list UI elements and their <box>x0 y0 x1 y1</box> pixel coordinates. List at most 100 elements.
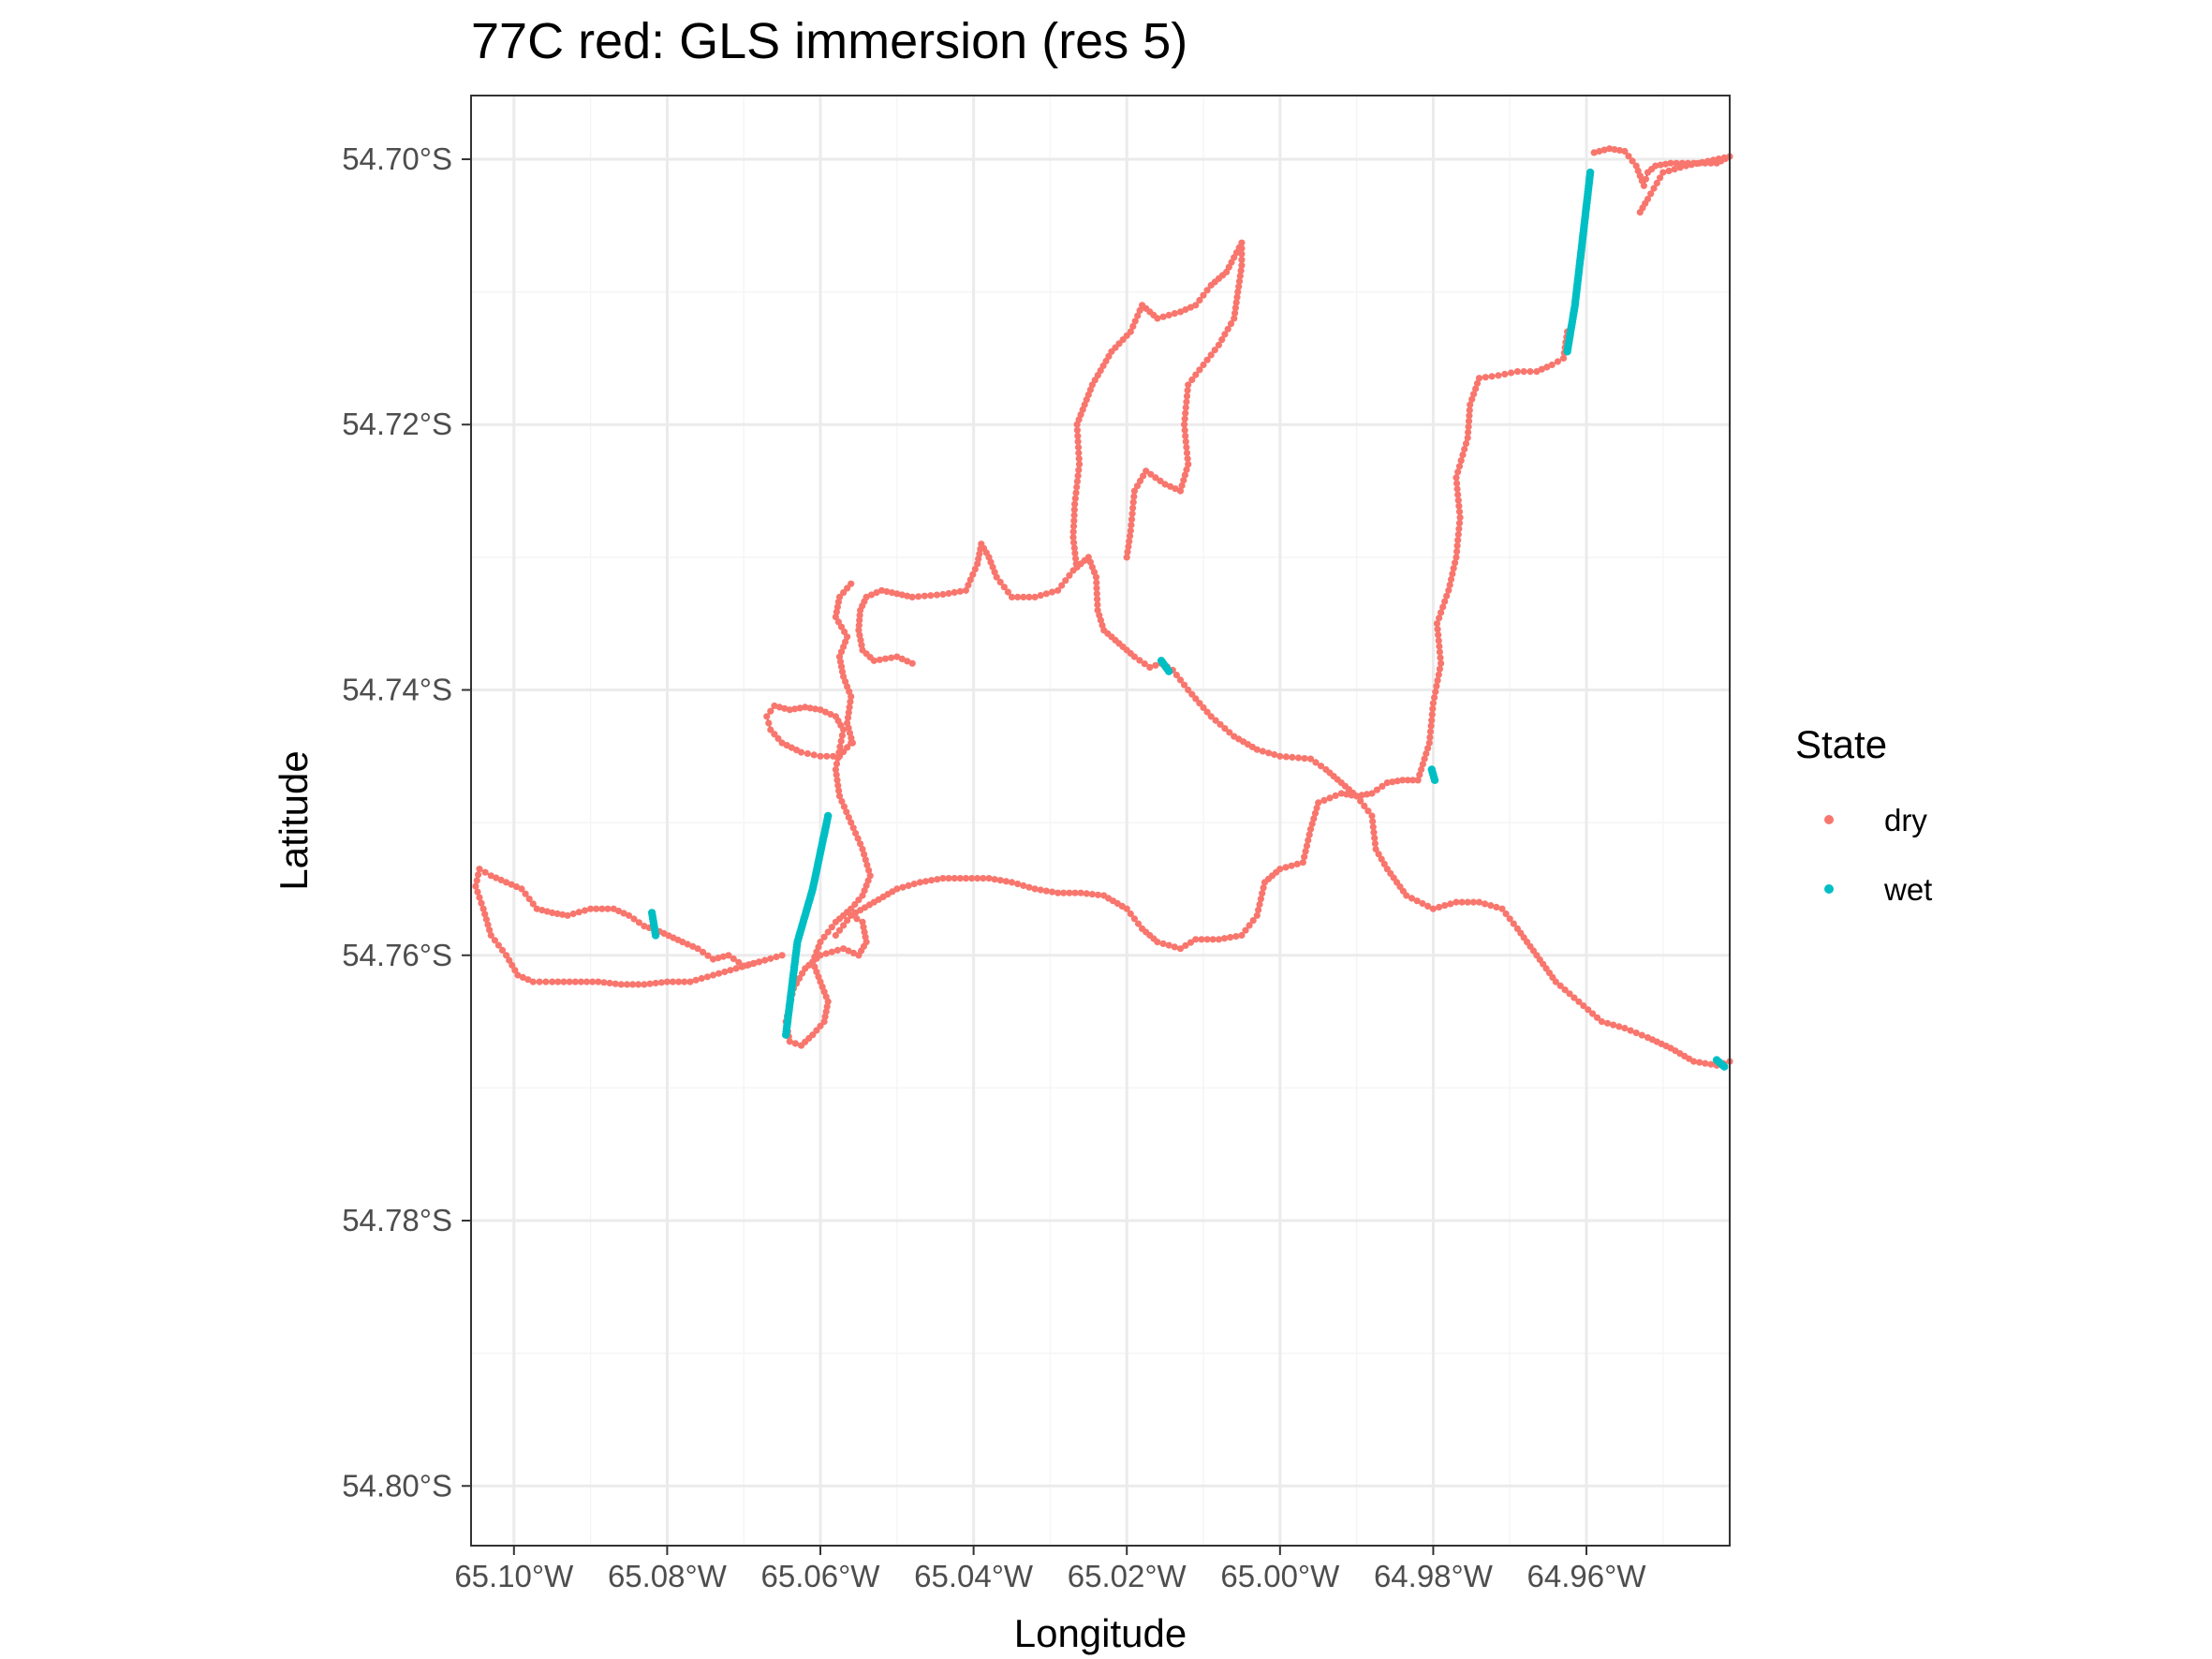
point-dry <box>1217 720 1224 728</box>
point-dry <box>1621 147 1629 156</box>
point-dry <box>1436 615 1443 622</box>
point-dry <box>1232 933 1240 941</box>
point-dry <box>1438 609 1445 616</box>
point-dry <box>1238 256 1246 263</box>
point-dry <box>543 908 551 915</box>
point-dry <box>1071 889 1079 896</box>
point-dry <box>1432 688 1439 696</box>
point-dry <box>1464 898 1471 906</box>
point-dry <box>767 707 774 715</box>
point-dry <box>855 627 863 634</box>
point-dry <box>767 955 774 962</box>
point-dry <box>1378 855 1385 863</box>
point-dry <box>1647 190 1655 198</box>
point-dry <box>962 875 969 882</box>
point-dry <box>945 589 952 598</box>
point-dry <box>1371 835 1379 842</box>
point-dry <box>840 945 848 953</box>
point-dry <box>1424 745 1432 752</box>
point-dry <box>1072 560 1080 568</box>
point-dry <box>587 905 595 912</box>
point-dry <box>569 910 577 918</box>
x-tick-label: 64.96°W <box>1527 1559 1647 1593</box>
point-dry <box>810 751 818 759</box>
point-dry <box>1343 791 1350 798</box>
x-axis-title: Longitude <box>1014 1611 1187 1655</box>
point-dry <box>836 743 844 750</box>
point-dry <box>542 978 550 985</box>
point-dry <box>491 937 499 944</box>
point-dry <box>1094 891 1102 898</box>
point-dry <box>1552 978 1559 985</box>
point-dry <box>1320 796 1328 805</box>
point-dry <box>1231 315 1238 322</box>
x-tick-label: 65.04°W <box>914 1559 1034 1593</box>
point-dry <box>1453 554 1460 561</box>
point-dry <box>1473 379 1482 387</box>
point-dry <box>1625 153 1632 160</box>
point-dry <box>564 911 571 919</box>
point-dry <box>991 876 998 883</box>
point-dry <box>1419 761 1426 768</box>
point-dry <box>1720 154 1728 161</box>
point-dry <box>893 885 901 893</box>
point-dry <box>1302 848 1309 855</box>
point-dry <box>703 973 712 981</box>
point-dry <box>833 777 841 784</box>
point-dry <box>1154 315 1161 322</box>
point-dry <box>771 731 778 738</box>
point-dry <box>863 593 870 601</box>
point-dry <box>610 905 617 912</box>
point-dry <box>1559 354 1568 362</box>
point-dry <box>529 900 537 908</box>
point-dry <box>1470 391 1478 398</box>
point-dry <box>1172 485 1179 493</box>
point-dry <box>1058 582 1066 589</box>
point-dry <box>1232 299 1240 306</box>
point-dry <box>1235 277 1244 285</box>
point-dry <box>846 704 853 711</box>
point-dry <box>1436 648 1443 656</box>
point-dry <box>686 978 694 985</box>
point-dry <box>1435 671 1442 678</box>
point-dry <box>1020 881 1027 890</box>
point-dry <box>1182 305 1189 314</box>
point-dry <box>1136 306 1143 314</box>
point-dry <box>635 981 642 988</box>
point-dry <box>1435 631 1442 639</box>
point-dry <box>529 978 537 985</box>
point-dry <box>1134 312 1142 319</box>
point-dry <box>1231 309 1239 317</box>
point-dry <box>848 580 855 587</box>
point-dry <box>1192 371 1200 378</box>
point-dry <box>1465 428 1472 437</box>
point-dry <box>1182 432 1189 439</box>
point-dry <box>1488 373 1496 380</box>
point-dry <box>620 910 627 917</box>
point-dry <box>828 948 835 955</box>
point-dry <box>993 573 1000 581</box>
point-dry <box>1305 837 1312 844</box>
point-dry <box>1238 244 1246 252</box>
point-dry <box>1585 1006 1592 1014</box>
point-dry <box>1429 705 1437 713</box>
point-dry <box>553 910 561 918</box>
point-dry <box>1183 450 1191 457</box>
point-dry <box>1073 483 1081 491</box>
point-dry <box>1233 293 1241 301</box>
point-dry <box>1165 941 1172 949</box>
point-dry <box>1454 468 1462 476</box>
point-dry <box>842 638 849 645</box>
point-dry <box>589 978 597 985</box>
point-dry <box>904 658 911 665</box>
point-dry <box>730 955 737 963</box>
point-dry <box>1317 763 1325 770</box>
point-dry <box>845 709 852 717</box>
point-dry <box>1615 146 1624 155</box>
point-dry <box>860 924 867 931</box>
point-dry <box>843 808 850 816</box>
point-dry <box>1589 1010 1597 1017</box>
point-dry <box>1715 156 1722 163</box>
point-dry <box>856 612 863 619</box>
point-dry <box>1467 401 1474 408</box>
